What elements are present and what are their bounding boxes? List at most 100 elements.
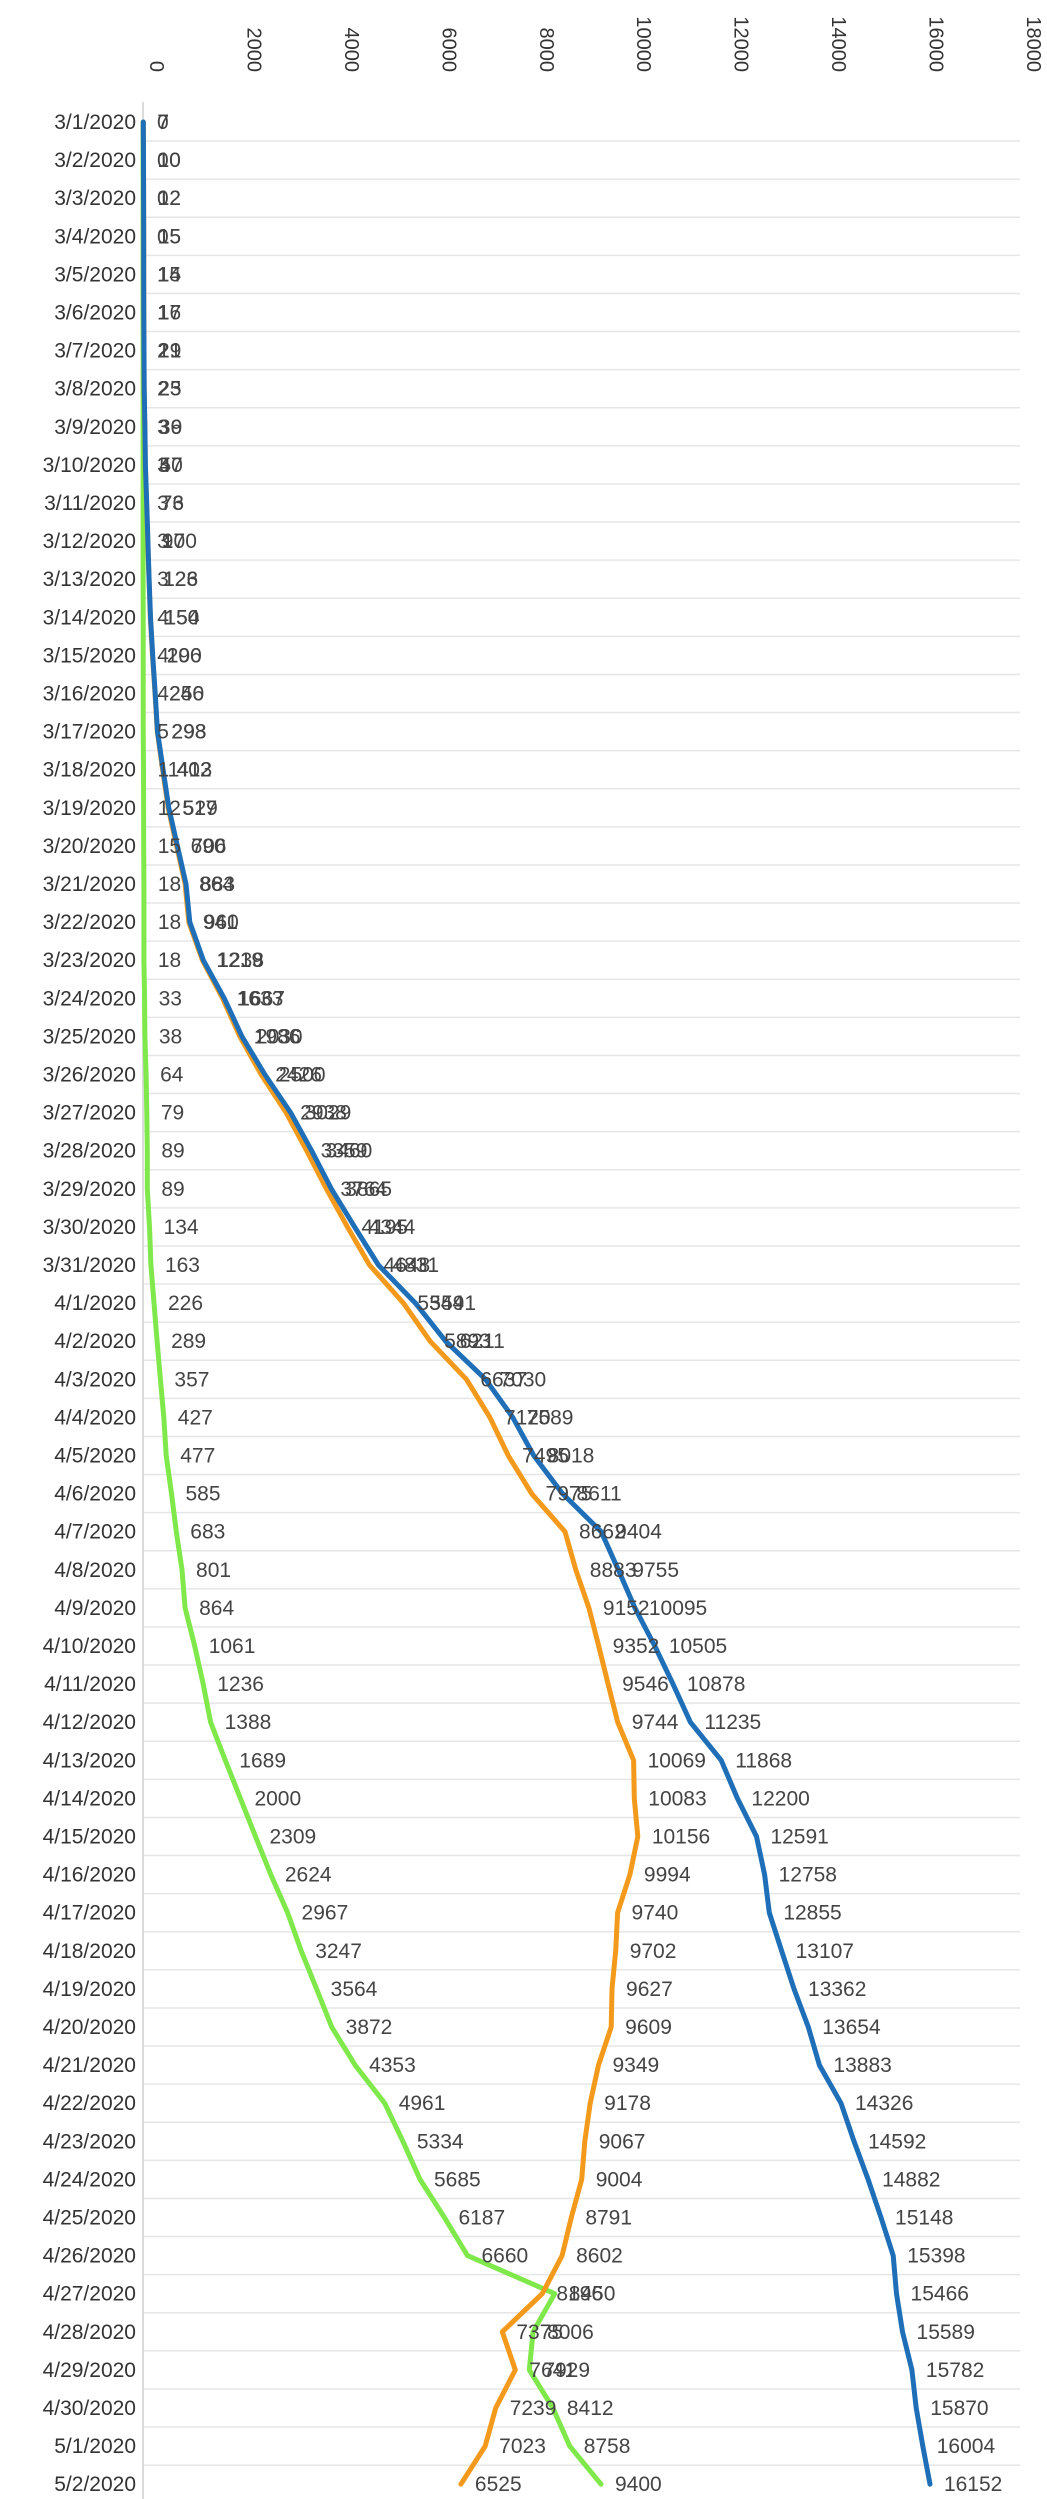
data-label: 8791: [585, 2207, 632, 2230]
data-label: 126: [163, 568, 198, 591]
data-label: 89: [161, 1178, 184, 1201]
data-label: 3359: [321, 1140, 368, 1163]
data-label: 97: [162, 530, 185, 553]
data-label: 18: [158, 911, 181, 934]
value-tick-label: 8000: [535, 28, 557, 73]
data-label: 12855: [783, 1902, 841, 1925]
value-tick-label: 12000: [730, 16, 752, 72]
data-label: 8018: [548, 1445, 595, 1468]
data-label: 15466: [911, 2283, 969, 2306]
data-label: 226: [168, 1292, 203, 1315]
data-label: 298: [172, 721, 207, 744]
data-label: 17: [158, 302, 181, 325]
data-label: 4195: [361, 1216, 408, 1239]
category-label: 4/12/2020: [43, 1711, 136, 1734]
data-label: 12: [158, 797, 181, 820]
data-label: 1238: [217, 949, 264, 972]
data-label: 79: [161, 1102, 184, 1125]
data-label: 960: [204, 911, 239, 934]
category-label: 4/4/2020: [54, 1406, 136, 1429]
data-label: 9627: [626, 1978, 673, 2001]
data-label: 21: [158, 340, 181, 363]
data-label: 4648: [383, 1254, 430, 1277]
data-label: 18: [158, 873, 181, 896]
data-label: 9404: [615, 1521, 662, 1544]
category-label: 3/25/2020: [43, 1025, 136, 1048]
data-label: 6211: [460, 1330, 505, 1353]
data-label: 9352: [613, 1635, 660, 1658]
category-label: 4/2/2020: [54, 1330, 136, 1353]
data-label: 7375: [516, 2321, 563, 2344]
data-label: 0: [157, 187, 169, 210]
data-label: 8662: [579, 1521, 626, 1544]
data-label: 7: [157, 111, 169, 134]
data-label: 10083: [648, 1787, 706, 1810]
data-label: 15870: [930, 2397, 988, 2420]
data-label: 14592: [868, 2130, 926, 2153]
data-label: 4: [157, 683, 169, 706]
data-label: 9546: [622, 1673, 669, 1696]
data-label: 427: [178, 1406, 213, 1429]
category-label: 4/24/2020: [43, 2168, 136, 2191]
category-label: 4/3/2020: [54, 1368, 136, 1391]
data-label: 2030: [256, 1025, 303, 1048]
data-label: 7929: [543, 2359, 590, 2382]
data-label: 3: [157, 530, 169, 553]
category-label: 3/23/2020: [43, 949, 136, 972]
data-label: 15: [158, 225, 181, 248]
data-label: 7239: [510, 2397, 557, 2420]
data-label: 706: [191, 835, 226, 858]
data-label: 413: [177, 759, 212, 782]
data-label: 12591: [770, 1826, 828, 1849]
data-label: 196: [167, 644, 202, 667]
data-label: 683: [190, 1521, 225, 1544]
data-label: 10069: [648, 1749, 706, 1772]
data-label: 883: [200, 873, 235, 896]
data-label: 529: [183, 797, 218, 820]
data-labels: 7101215151721253950761001261542002502984…: [157, 111, 1002, 2496]
data-label: 2309: [269, 1826, 316, 1849]
category-label: 3/28/2020: [43, 1140, 136, 1163]
data-label: 7: [157, 111, 169, 134]
data-label: 11868: [735, 1749, 792, 1772]
series-lines: [140, 119, 933, 2487]
category-label: 3/11/2020: [44, 492, 136, 515]
category-label: 4/1/2020: [54, 1292, 136, 1315]
data-label: 9349: [613, 2054, 660, 2077]
category-label: 3/6/2020: [54, 302, 136, 325]
data-label: 89: [161, 1140, 184, 1163]
data-label: 12758: [779, 1864, 837, 1887]
data-label: 14326: [855, 2092, 913, 2115]
category-label: 4/28/2020: [43, 2321, 136, 2344]
data-label: 19: [158, 340, 181, 363]
category-label: 4/18/2020: [43, 1940, 136, 1963]
data-label: 6525: [475, 2473, 522, 2496]
data-label: 134: [164, 1216, 199, 1239]
data-label: 10878: [687, 1673, 745, 1696]
data-label: 8196: [556, 2283, 603, 2306]
data-label: 6187: [458, 2207, 505, 2230]
data-label: 38: [159, 1025, 182, 1048]
data-label: 4831: [392, 1254, 439, 1277]
data-label: 8450: [569, 2283, 616, 2306]
category-label: 4/5/2020: [54, 1445, 136, 1468]
data-label: 0: [157, 149, 169, 172]
data-label: 9067: [599, 2130, 646, 2153]
category-label: 3/15/2020: [43, 644, 136, 667]
category-label: 4/19/2020: [43, 1978, 136, 2001]
data-label: 8602: [576, 2245, 623, 2268]
data-label: 9994: [644, 1864, 691, 1887]
data-label: 4353: [369, 2054, 416, 2077]
data-label: 941: [203, 911, 238, 934]
data-label: 1236: [217, 1673, 264, 1696]
data-label: 3872: [346, 2016, 393, 2039]
data-label: 15589: [917, 2321, 975, 2344]
data-label: 16152: [944, 2473, 1002, 2496]
data-label: 10505: [669, 1635, 727, 1658]
data-label: 4344: [369, 1216, 416, 1239]
data-label: 0: [157, 225, 169, 248]
data-label: 5685: [434, 2168, 481, 2191]
data-label: 8758: [584, 2435, 631, 2458]
